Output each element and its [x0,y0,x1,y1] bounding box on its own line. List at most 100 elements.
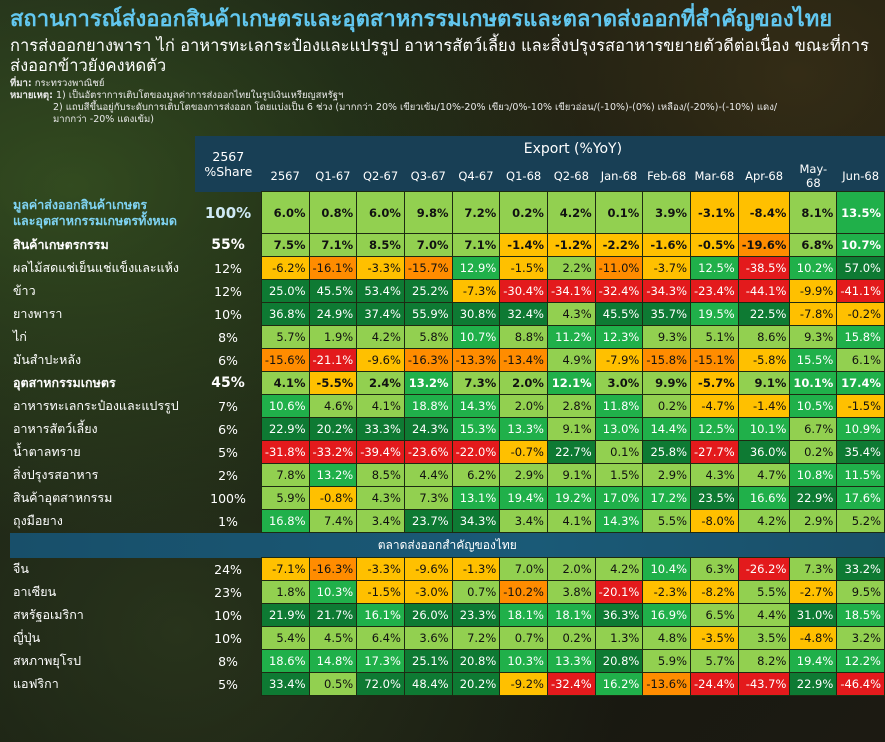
value-cell: -7.3% [451,279,501,303]
row-share: 5% [218,444,238,460]
value-cell: 9.8% [403,191,453,234]
row-label: มูลค่าส่งออกสินค้าเกษตร และอุตสาหกรรมเกษต… [13,196,178,228]
value-cell: 11.8% [594,394,644,418]
value-cell: 12.2% [836,649,885,673]
value-cell: 9.3% [789,325,838,349]
row-share: 8% [218,653,238,669]
value-cell: -39.4% [356,440,405,464]
value-cell: 5.8% [403,325,453,349]
row-share: 24% [214,561,242,577]
value-cell: 7.3% [403,486,453,510]
value-cell: 9.3% [642,325,692,349]
value-cell: 16.1% [356,603,405,627]
value-cell: 0.2% [789,440,838,464]
value-cell: -3.3% [356,557,405,581]
value-cell: 48.4% [403,672,453,696]
value-cell: 2.0% [499,394,548,418]
table-row: ถุงมือยาง 1% 16.8% 7.4% 3.4% 23.7% 34.3% 3.4% 4.… [10,509,885,533]
value-cell: -1.6% [642,233,692,257]
value-cell: -5.7% [690,371,739,395]
value-cell: 15.5% [789,348,838,372]
value-cell: 2.8% [546,394,596,418]
row-share: 100% [204,203,252,222]
value-cell: -1.5% [499,256,548,280]
value-cell: -7.8% [789,302,838,326]
value-cell: 4.3% [546,302,596,326]
value-cell: 0.8% [308,191,358,234]
value-cell: -0.5% [690,233,739,257]
value-cell: 24.3% [403,417,453,441]
value-cell: -32.4% [546,672,596,696]
table-row: สหรัฐอเมริกา 10% 21.9% 21.7% 16.1% 26.0% 23.3%… [10,603,885,627]
value-cell: -16.3% [308,557,358,581]
row-label: ผลไม้สดแช่เย็นแช่แข็งและแห้ง [13,260,180,275]
value-cell: -22.0% [451,440,501,464]
value-cell: 31.0% [789,603,838,627]
value-cell: 0.7% [451,580,501,604]
row-share: 5% [218,676,238,692]
column-header: Feb-68 [642,161,691,192]
value-cell: -38.5% [737,256,791,280]
value-cell: 3.4% [356,509,405,533]
value-cell: 18.8% [403,394,453,418]
value-cell: 6.1% [836,348,885,372]
value-cell: 10.8% [789,463,838,487]
value-cell: 22.9% [789,486,838,510]
value-cell: 13.2% [308,463,358,487]
value-cell: -4.7% [690,394,739,418]
value-cell: 5.7% [260,325,310,349]
value-cell: -9.9% [789,279,838,303]
value-cell: 22.7% [546,440,596,464]
value-cell: 12.9% [451,256,501,280]
value-cell: 10.7% [836,233,885,257]
value-cell: -15.8% [642,348,692,372]
value-cell: -13.6% [642,672,692,696]
value-cell: 35.7% [642,302,692,326]
value-cell: 13.2% [403,371,453,395]
value-cell: 23.5% [690,486,739,510]
row-label: สหรัฐอเมริกา [13,607,84,622]
value-cell: -33.2% [308,440,358,464]
value-cell: 2.9% [642,463,692,487]
value-cell: -9.6% [403,557,453,581]
row-label: จีน [13,561,29,576]
value-cell: -10.2% [499,580,548,604]
value-cell: 10.6% [260,394,310,418]
value-cell: 3.8% [546,580,596,604]
value-cell: -23.4% [690,279,739,303]
value-cell: 6.2% [451,463,501,487]
value-cell: 5.2% [836,509,885,533]
note-label: หมายเหตุ: [10,90,53,101]
share-header-year: 2567 [212,148,245,164]
value-cell: -43.7% [737,672,791,696]
value-cell: 6.3% [690,557,739,581]
value-cell: 5.4% [260,626,310,650]
table-row: ยางพารา 10% 36.8% 24.9% 37.4% 55.9% 30.8% 32.4%… [10,302,885,326]
value-cell: 21.9% [260,603,310,627]
value-cell: 4.1% [546,509,596,533]
value-cell: 1.9% [308,325,358,349]
row-share: 12% [214,260,242,276]
value-cell: -3.7% [642,256,692,280]
value-cell: -1.5% [356,580,405,604]
value-cell: -1.4% [737,394,791,418]
value-cell: 2.2% [546,256,596,280]
column-header-row: 2567 Q1-67 Q2-67 Q3-67 Q4-67 Q1-68 Q2-68 Jan-68… [10,161,885,192]
source-label: ที่มา: [10,78,32,89]
value-cell: 5.5% [642,509,692,533]
page-title: สถานการณ์ส่งออกสินค้าเกษตรและอุตสาหกรรมเ… [10,7,833,32]
value-cell: 16.2% [594,672,644,696]
value-cell: 10.3% [499,649,548,673]
value-cell: 17.4% [836,371,885,395]
row-label: สิ่งปรุงรสอาหาร [13,467,99,482]
row-share: 100% [210,490,246,506]
value-cell: 7.3% [789,557,838,581]
value-cell: -27.7% [690,440,739,464]
table-row: อาเซียน 23% 1.8% 10.3% -1.5% -3.0% 0.7% -10.2% 3… [10,580,885,604]
note-block: หมายเหตุ: 1) เป็นอัตราการเติบโตของมูลค่า… [10,90,880,126]
value-cell: -3.5% [690,626,739,650]
value-cell: 10.1% [789,371,838,395]
value-cell: 3.4% [499,509,548,533]
value-cell: -7.9% [594,348,644,372]
value-cell: 45.5% [308,279,358,303]
